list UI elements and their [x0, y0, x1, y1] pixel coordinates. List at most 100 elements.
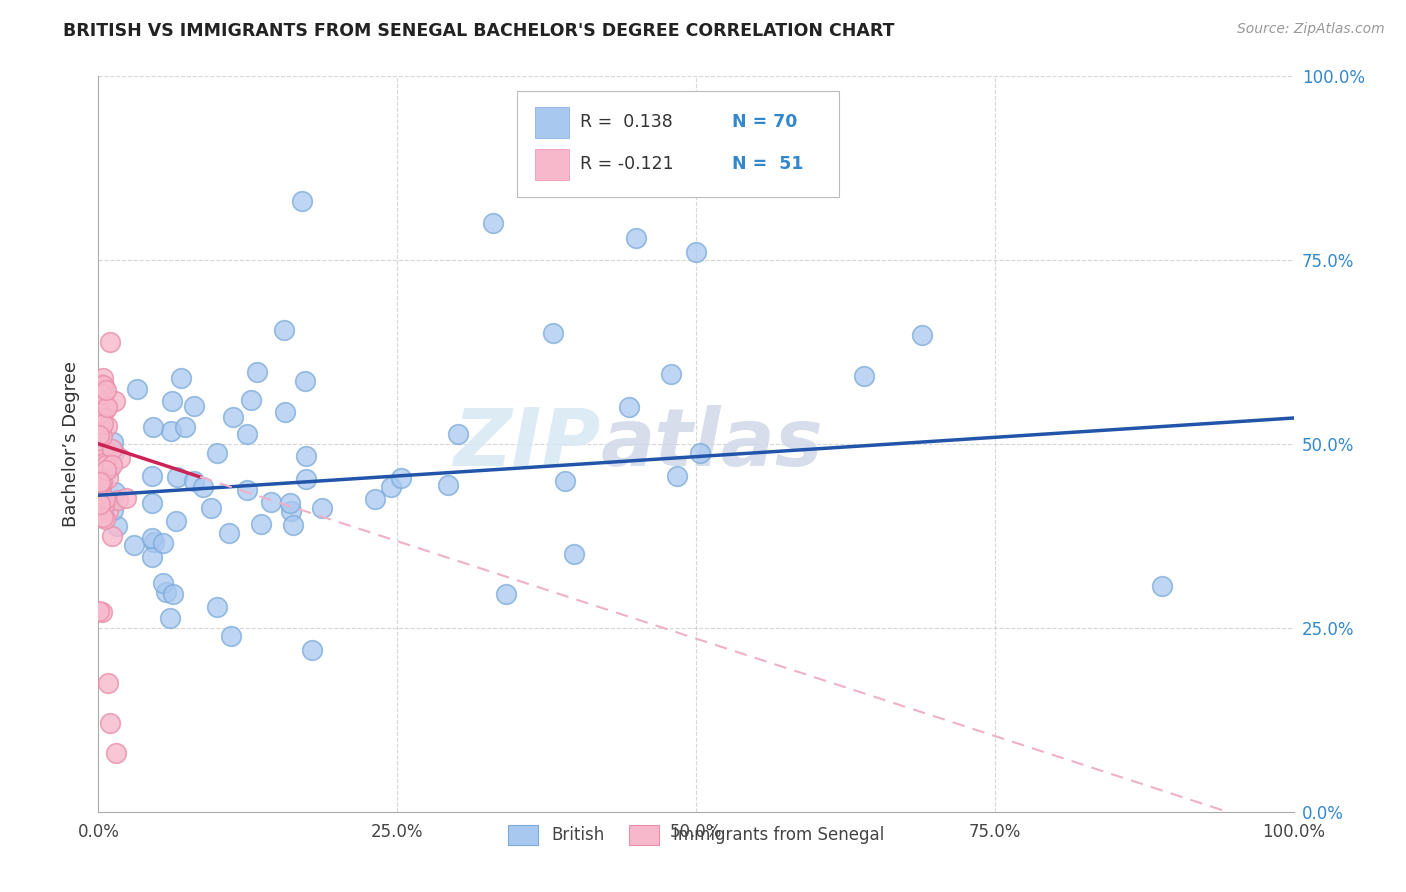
- Point: [93, 491, 115, 506]
- Text: N =  51: N = 51: [733, 155, 803, 173]
- Point: [380, 480, 402, 494]
- Point: [160, 394, 183, 409]
- Point: [170, 370, 193, 384]
- Point: [666, 469, 689, 483]
- Point: [1152, 579, 1174, 593]
- Point: [236, 426, 259, 441]
- Point: [218, 526, 240, 541]
- Point: [107, 492, 129, 507]
- Point: [141, 469, 163, 483]
- Point: [91, 510, 114, 524]
- Point: [100, 442, 122, 456]
- Point: [87, 603, 110, 617]
- Point: [152, 576, 174, 591]
- Legend: British, Immigrants from Senegal: British, Immigrants from Senegal: [501, 819, 891, 851]
- Point: [193, 480, 215, 494]
- Point: [301, 643, 323, 657]
- Text: R =  0.138: R = 0.138: [581, 113, 673, 131]
- Point: [96, 400, 118, 414]
- Point: [141, 550, 163, 565]
- Point: [93, 378, 115, 392]
- Point: [260, 495, 283, 509]
- Point: [311, 501, 333, 516]
- Point: [91, 605, 114, 619]
- Point: [142, 535, 165, 549]
- Point: [221, 629, 243, 643]
- Point: [447, 427, 470, 442]
- Point: [183, 474, 205, 488]
- Point: [98, 716, 122, 731]
- Point: [89, 497, 111, 511]
- Point: [389, 471, 412, 485]
- Point: [294, 375, 316, 389]
- Point: [89, 433, 111, 447]
- Point: [90, 476, 112, 491]
- Point: [90, 482, 112, 496]
- Point: [101, 529, 124, 543]
- Point: [291, 194, 314, 208]
- Point: [98, 462, 121, 476]
- Point: [96, 470, 118, 484]
- Point: [104, 485, 127, 500]
- Point: [89, 458, 111, 473]
- Text: atlas: atlas: [600, 405, 823, 483]
- Text: ZIP: ZIP: [453, 405, 600, 483]
- Point: [205, 446, 228, 460]
- Point: [90, 392, 112, 407]
- Point: [141, 532, 163, 546]
- Point: [122, 538, 145, 552]
- Point: [142, 420, 165, 434]
- Point: [91, 392, 114, 407]
- Point: [911, 327, 934, 342]
- Point: [246, 365, 269, 379]
- Point: [101, 502, 124, 516]
- Point: [96, 419, 118, 434]
- Point: [562, 547, 585, 561]
- Point: [87, 394, 110, 409]
- Point: [205, 599, 228, 614]
- Point: [239, 392, 262, 407]
- Point: [236, 483, 259, 498]
- Point: [619, 400, 641, 414]
- Point: [101, 435, 124, 450]
- Point: [87, 428, 110, 442]
- Point: [94, 384, 117, 398]
- Point: [183, 400, 205, 414]
- Point: [93, 498, 115, 512]
- Point: [91, 387, 114, 401]
- Point: [280, 504, 302, 518]
- Point: [104, 393, 127, 408]
- Point: [222, 410, 245, 425]
- Point: [162, 587, 184, 601]
- Point: [87, 472, 110, 486]
- Point: [89, 475, 111, 490]
- Point: [541, 326, 564, 341]
- Point: [159, 424, 181, 438]
- Point: [659, 367, 682, 381]
- Point: [89, 475, 111, 489]
- Point: [166, 470, 188, 484]
- Point: [200, 501, 222, 516]
- Point: [689, 446, 711, 460]
- Point: [273, 323, 295, 337]
- Point: [273, 405, 295, 419]
- Point: [89, 406, 111, 420]
- Point: [495, 587, 517, 601]
- Point: [278, 496, 301, 510]
- FancyBboxPatch shape: [534, 107, 569, 137]
- Point: [295, 472, 318, 486]
- Point: [94, 403, 117, 417]
- Point: [481, 216, 505, 230]
- Point: [127, 383, 149, 397]
- Point: [96, 450, 118, 465]
- Point: [554, 475, 576, 489]
- Point: [281, 517, 304, 532]
- Point: [97, 504, 120, 518]
- Point: [90, 421, 112, 435]
- Y-axis label: Bachelor’s Degree: Bachelor’s Degree: [62, 360, 80, 527]
- Point: [91, 371, 114, 385]
- Point: [91, 474, 114, 488]
- Point: [101, 458, 124, 472]
- Point: [108, 451, 131, 466]
- Point: [94, 463, 117, 477]
